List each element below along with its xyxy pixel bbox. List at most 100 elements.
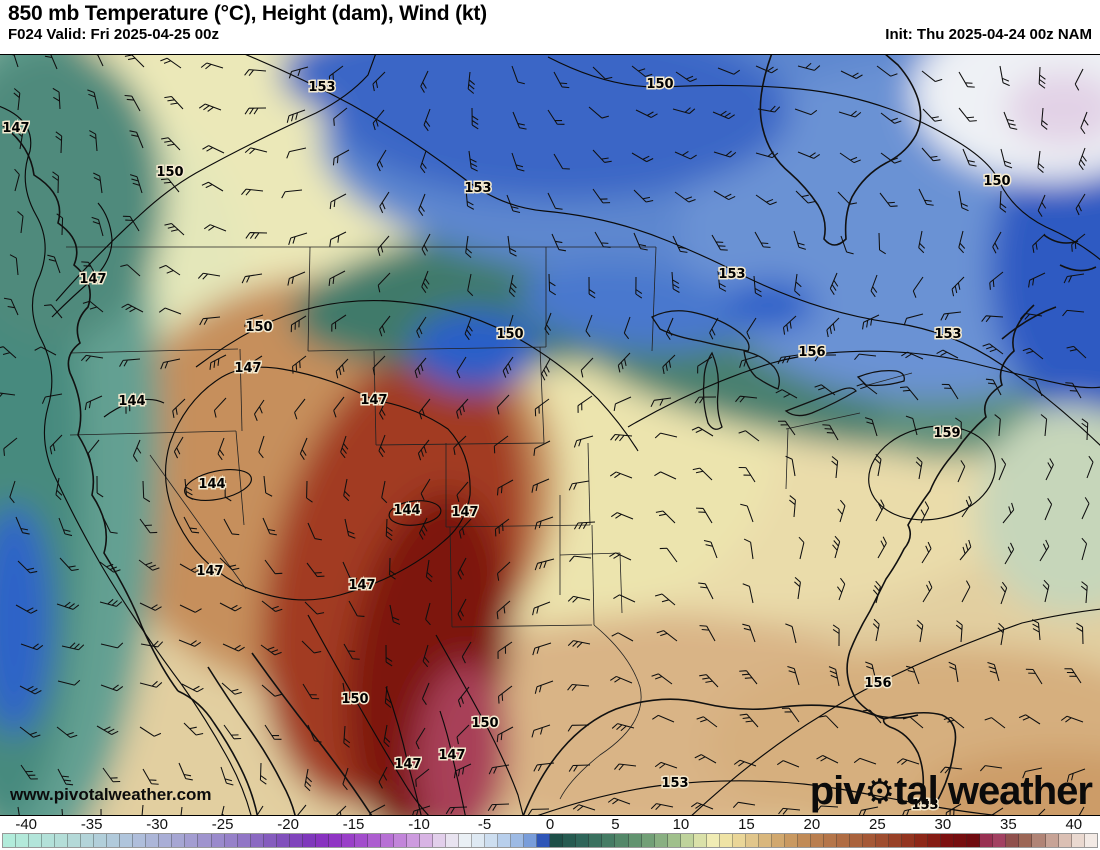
wind-barb	[122, 215, 140, 232]
contour-label: 153	[308, 80, 335, 95]
wind-barb	[307, 724, 322, 743]
wind-barb	[264, 724, 282, 740]
wind-barb	[389, 604, 401, 625]
brand-text-pre: piv	[809, 769, 866, 813]
wind-barb	[826, 317, 840, 338]
wind-barb	[548, 273, 556, 296]
wind-barb	[199, 316, 221, 326]
wind-barb	[694, 754, 717, 764]
wind-barb	[3, 297, 19, 316]
wind-barb	[674, 191, 696, 203]
wind-barb	[921, 541, 932, 564]
wind-barb	[797, 62, 821, 71]
wind-barb	[816, 754, 839, 764]
wind-barb	[465, 235, 473, 259]
colorbar-swatch	[406, 834, 420, 847]
colorbar-swatch	[941, 834, 955, 847]
wind-barb	[129, 174, 143, 194]
wind-barb	[534, 558, 555, 571]
wind-barb	[567, 683, 590, 691]
wind-barb	[209, 354, 227, 370]
wind-barb	[541, 358, 551, 381]
wind-barb	[987, 807, 1004, 815]
wind-barb	[41, 393, 63, 404]
wind-barb	[709, 317, 719, 340]
wind-barb	[816, 805, 839, 813]
colorbar-tick: 30	[934, 816, 952, 833]
wind-barb	[955, 417, 962, 440]
wind-barb	[778, 807, 801, 815]
colorbar-swatch	[250, 834, 264, 847]
wind-barb	[675, 71, 697, 82]
wind-barb	[1019, 312, 1043, 320]
wind-barb	[139, 680, 163, 688]
contour-label: 156	[864, 676, 891, 691]
colorbar-swatch	[211, 834, 225, 847]
wind-barb	[20, 764, 38, 780]
wind-barb	[877, 536, 887, 559]
wind-barb	[379, 315, 391, 337]
wind-barb	[20, 643, 44, 651]
wind-barb	[572, 804, 596, 812]
wind-barb	[368, 804, 386, 815]
wind-barb	[880, 152, 902, 164]
wind-barb	[533, 440, 551, 456]
colorbar-swatch	[420, 834, 434, 847]
contour-label: 147	[451, 505, 478, 520]
wind-barb	[420, 478, 431, 501]
wind-barb	[5, 55, 19, 68]
wind-barb	[832, 535, 841, 559]
wind-barb	[1032, 233, 1046, 253]
colorbar-swatch	[771, 834, 785, 847]
wind-barb	[531, 478, 550, 493]
wind-barb	[699, 625, 716, 642]
wind-barb	[959, 539, 972, 561]
wind-barb	[985, 378, 1002, 396]
wind-barb	[159, 264, 181, 276]
colorbar-swatch	[902, 834, 916, 847]
wind-barb	[532, 642, 552, 656]
wind-barb	[713, 150, 737, 158]
colorbar-swatch	[954, 834, 968, 847]
colorbar-swatch	[823, 834, 837, 847]
wind-barb	[776, 760, 800, 768]
colorbar-swatch	[576, 834, 590, 847]
wind-barb	[984, 717, 1006, 729]
wind-barb	[332, 149, 350, 166]
wind-barb	[957, 460, 966, 483]
wind-barb	[378, 766, 388, 789]
wind-barb	[496, 726, 514, 743]
colorbar-tick: -20	[277, 816, 299, 833]
wind-barb	[609, 552, 632, 561]
wind-barb	[342, 767, 349, 791]
wind-barb	[955, 620, 963, 643]
wind-barb	[989, 271, 1004, 290]
wind-barb	[56, 213, 64, 236]
wind-barb	[244, 69, 267, 76]
wind-barb	[839, 152, 861, 164]
contour-label: 144	[118, 394, 145, 409]
wind-barb	[0, 392, 16, 400]
wind-barb	[880, 112, 902, 124]
colorbar-swatch	[380, 834, 394, 847]
wind-barb	[547, 192, 563, 210]
colorbar-swatch	[745, 834, 759, 847]
wind-barb	[87, 89, 99, 110]
wind-barb	[418, 517, 428, 540]
wind-barb	[294, 804, 307, 815]
colorbar-swatch	[120, 834, 134, 847]
colorbar-swatch	[758, 834, 772, 847]
wind-barb	[654, 593, 676, 606]
wind-barb	[506, 194, 521, 214]
wind-barb	[631, 152, 654, 163]
colorbar-swatch	[628, 834, 642, 847]
wind-barb	[262, 517, 277, 536]
wind-barb	[217, 437, 225, 461]
wind-barb	[992, 231, 1002, 254]
wind-barb	[921, 147, 941, 162]
wind-barb	[15, 516, 30, 535]
wind-barb	[414, 357, 427, 379]
wind-barb	[201, 181, 224, 192]
wind-barb	[164, 95, 184, 110]
colorbar-swatch	[498, 834, 512, 847]
